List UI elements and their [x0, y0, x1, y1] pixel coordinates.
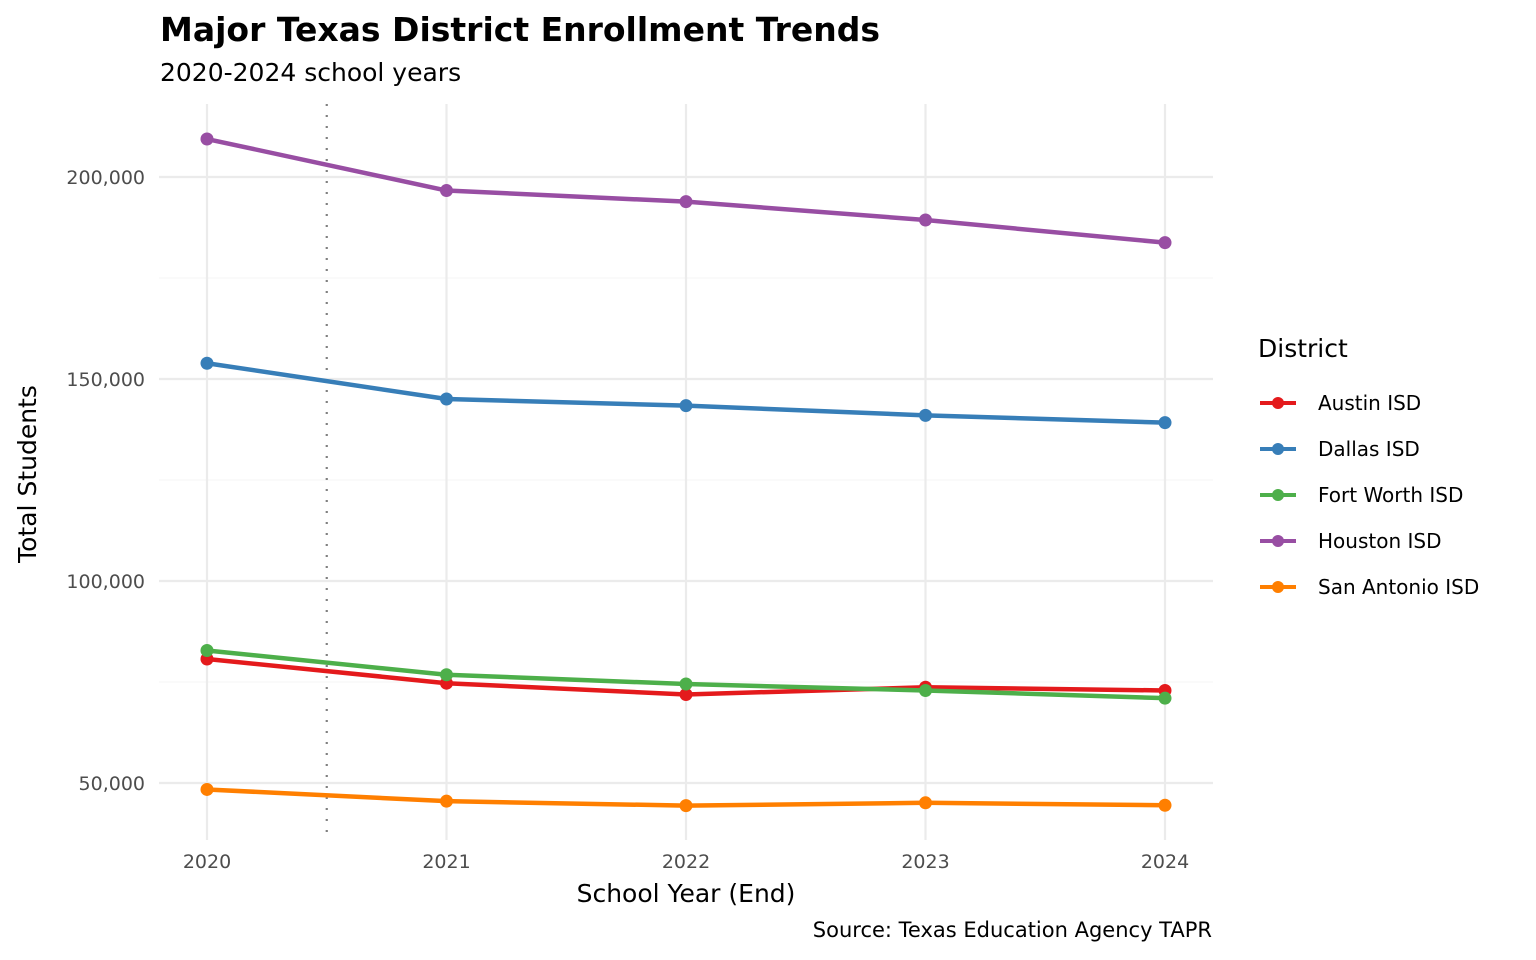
y-tick-label: 50,000 — [79, 773, 145, 795]
x-tick-label: 2022 — [662, 851, 710, 873]
series-dallas-isd — [200, 356, 1172, 430]
legend-label: San Antonio ISD — [1318, 575, 1480, 599]
x-axis-title: School Year (End) — [577, 879, 796, 908]
legend-key-icon — [1258, 485, 1298, 505]
x-tick-label: 2023 — [901, 851, 949, 873]
legend-item: Dallas ISD — [1258, 426, 1479, 472]
data-point — [679, 688, 693, 702]
legend-label: Austin ISD — [1318, 391, 1422, 415]
data-point — [440, 184, 453, 198]
data-point — [1158, 691, 1172, 705]
legend-label: Dallas ISD — [1318, 437, 1420, 461]
data-point — [200, 132, 214, 146]
legend-key-icon — [1258, 531, 1298, 551]
series-houston-isd — [200, 132, 1172, 250]
x-tick-label: 2021 — [422, 851, 470, 873]
data-point — [1158, 798, 1172, 812]
legend-item: Austin ISD — [1258, 380, 1479, 426]
data-point — [440, 794, 453, 808]
data-point — [919, 408, 932, 422]
data-point — [200, 643, 214, 657]
data-point — [200, 356, 214, 370]
data-point — [919, 796, 932, 810]
data-point — [1158, 416, 1172, 430]
y-axis-title: Total Students — [13, 385, 42, 564]
data-point — [200, 782, 214, 796]
data-point — [1158, 236, 1172, 250]
legend-label: Fort Worth ISD — [1318, 483, 1464, 507]
legend-items: Austin ISD Dallas ISD Fort Worth ISD Housto… — [1258, 380, 1479, 610]
grid-lines — [159, 104, 1213, 840]
data-point — [919, 683, 932, 697]
x-tick-label: 2020 — [183, 851, 231, 873]
data-point — [440, 668, 453, 682]
legend-item: San Antonio ISD — [1258, 564, 1479, 610]
legend-title: District — [1258, 334, 1348, 363]
data-point — [679, 399, 693, 413]
data-point — [440, 392, 453, 406]
chart-caption: Source: Texas Education Agency TAPR — [812, 918, 1212, 942]
data-point — [679, 799, 693, 813]
chart-title: Major Texas District Enrollment Trends — [160, 10, 881, 49]
legend: District Austin ISD Dallas ISD Fort Worth … — [1258, 334, 1479, 610]
tick-labels: 50,000 100,000 150,000 200,000 2020 2021 2022 2… — [66, 167, 1189, 873]
chart-subtitle: 2020-2024 school years — [160, 58, 462, 87]
series-san-antonio-isd — [200, 782, 1172, 813]
y-tick-label: 200,000 — [66, 167, 145, 189]
series-group — [200, 132, 1172, 813]
data-point — [679, 677, 693, 691]
data-point — [679, 195, 693, 209]
legend-item: Fort Worth ISD — [1258, 472, 1479, 518]
legend-key-icon — [1258, 577, 1298, 597]
series-fort-worth-isd — [200, 643, 1172, 705]
legend-key-icon — [1258, 393, 1298, 413]
y-tick-label: 100,000 — [66, 571, 145, 593]
data-point — [919, 213, 932, 227]
legend-key-icon — [1258, 439, 1298, 459]
legend-label: Houston ISD — [1318, 529, 1442, 553]
legend-item: Houston ISD — [1258, 518, 1479, 564]
x-tick-label: 2024 — [1141, 851, 1189, 873]
y-tick-label: 150,000 — [66, 369, 145, 391]
